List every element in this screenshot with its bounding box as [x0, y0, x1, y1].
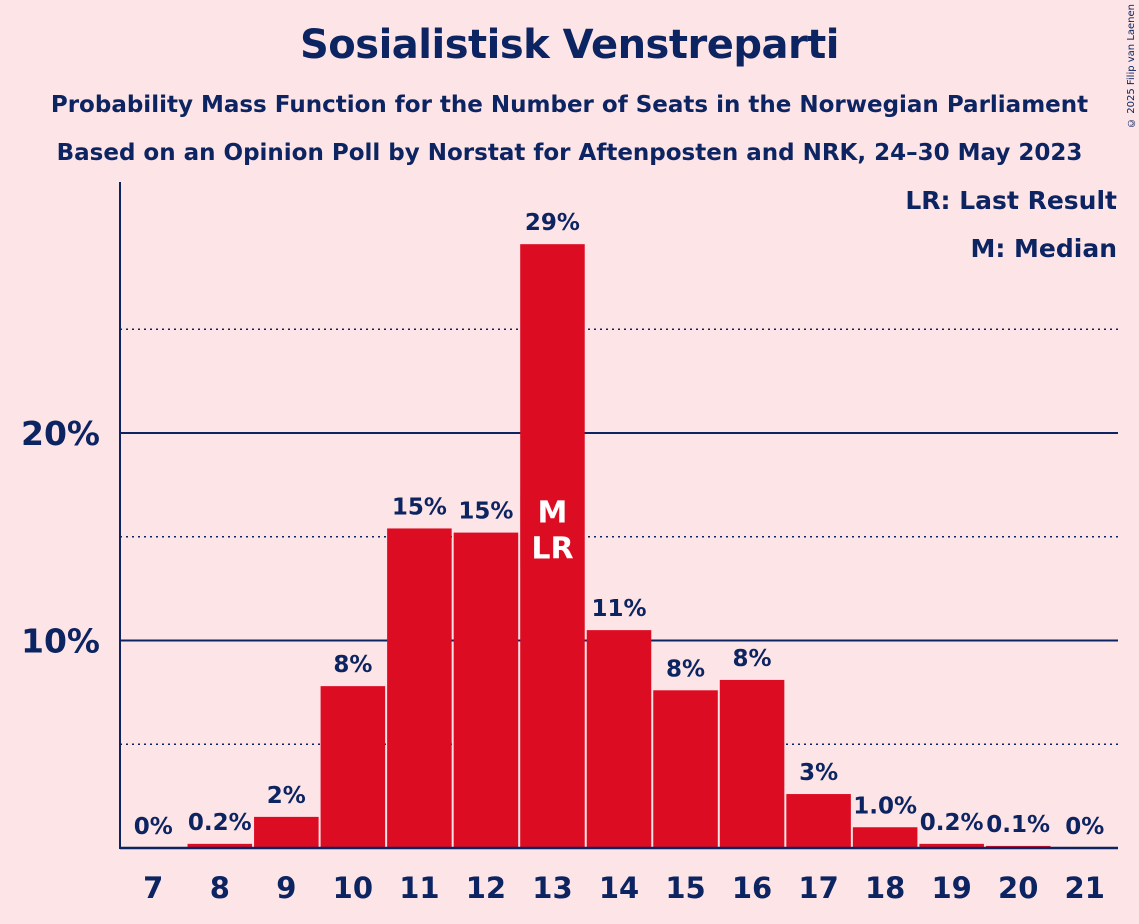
- data-label: 2%: [267, 783, 306, 809]
- x-tick-label: 8: [210, 871, 230, 905]
- data-label: 0.1%: [986, 812, 1050, 838]
- x-tick-label: 10: [333, 871, 373, 905]
- data-label: 11%: [591, 596, 646, 622]
- median-marker-backdrop: [520, 494, 585, 531]
- data-label: 0.2%: [188, 810, 252, 836]
- bar: [586, 630, 652, 848]
- bar: [852, 827, 918, 848]
- data-label: 15%: [458, 499, 513, 525]
- median-marker: M: [538, 496, 568, 531]
- bar: [187, 843, 253, 848]
- x-tick-label: 14: [599, 871, 639, 905]
- x-tick-label: 21: [1065, 871, 1105, 905]
- x-tick-label: 20: [998, 871, 1038, 905]
- data-label: 8%: [333, 652, 372, 678]
- bar: [320, 686, 386, 848]
- bar: [786, 794, 851, 848]
- data-label: 29%: [525, 210, 580, 236]
- data-label: 0%: [134, 814, 173, 840]
- x-tick-label: 16: [732, 871, 772, 905]
- chart-subtitle-1: Probability Mass Function for the Number…: [50, 92, 1089, 118]
- last-result-marker: LR: [531, 532, 573, 567]
- x-tick-label: 9: [276, 871, 296, 905]
- data-label: 8%: [666, 656, 705, 682]
- bar: [719, 679, 785, 848]
- data-label: 1.0%: [853, 793, 917, 819]
- data-label: 15%: [392, 494, 447, 520]
- data-label: 3%: [799, 760, 838, 786]
- x-tick-label: 13: [532, 871, 572, 905]
- y-tick-label: 10%: [21, 622, 100, 661]
- bar: [453, 532, 519, 848]
- x-tick-label: 7: [143, 871, 163, 905]
- x-tick-label: 12: [466, 871, 506, 905]
- bar: [653, 690, 718, 848]
- x-tick-label: 11: [399, 871, 439, 905]
- data-label: 0%: [1065, 814, 1104, 840]
- x-tick-label: 15: [665, 871, 705, 905]
- bar: [919, 843, 984, 848]
- chart-subtitle-2: Based on an Opinion Poll by Norstat for …: [56, 140, 1083, 166]
- data-label: 8%: [733, 646, 772, 672]
- data-label: 0.2%: [920, 810, 984, 836]
- bar: [254, 816, 319, 848]
- x-tick-label: 18: [865, 871, 905, 905]
- legend-median: M: Median: [970, 234, 1117, 263]
- last-result-marker-backdrop: [520, 530, 585, 567]
- x-tick-label: 19: [931, 871, 971, 905]
- chart-title: Sosialistisk Venstreparti: [299, 22, 840, 68]
- bar: [387, 528, 452, 848]
- legend-last-result: LR: Last Result: [905, 186, 1117, 215]
- y-tick-label: 20%: [21, 414, 100, 453]
- x-tick-label: 17: [798, 871, 838, 905]
